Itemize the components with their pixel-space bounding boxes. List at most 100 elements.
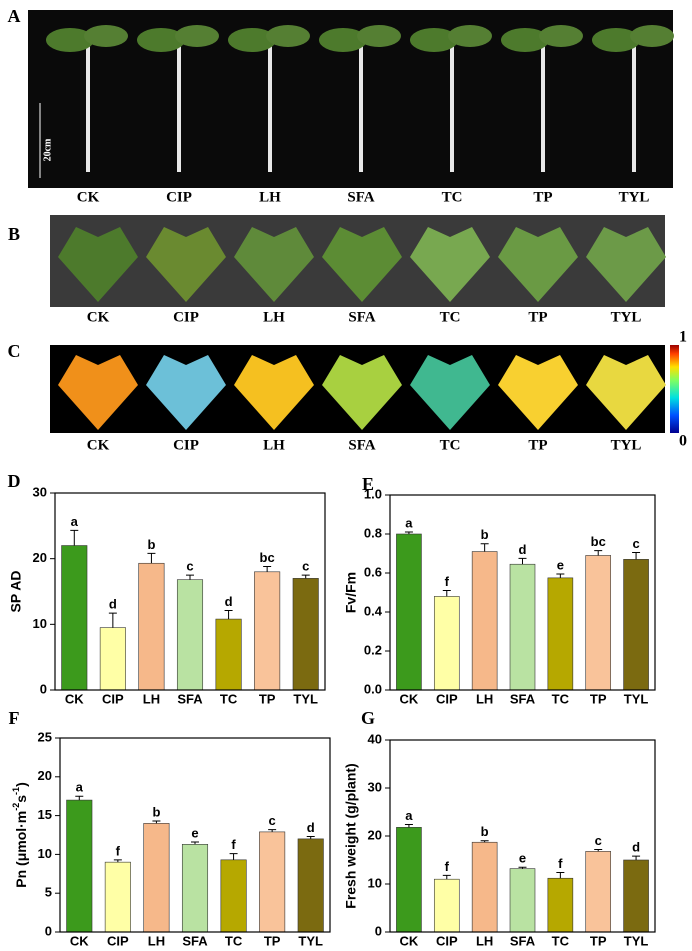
significance-label: d — [519, 542, 527, 557]
leaf — [58, 355, 138, 430]
leaf — [146, 355, 226, 430]
bar — [547, 877, 574, 933]
y-tick-label: 0.2 — [364, 642, 382, 657]
photo-label: LH — [263, 437, 285, 453]
significance-label: c — [269, 813, 276, 828]
photo-label: CK — [87, 309, 110, 325]
colorbar — [670, 345, 679, 433]
photo-label: SFA — [348, 309, 375, 325]
leaf — [498, 355, 578, 430]
error-bar — [113, 859, 122, 863]
leaf — [322, 355, 402, 430]
y-tick-label: 40 — [368, 731, 382, 746]
photo-label: TC — [440, 437, 461, 453]
y-axis-label-part: ) — [13, 782, 29, 787]
y-tick-label: 30 — [33, 484, 47, 499]
significance-label: c — [632, 536, 639, 551]
x-tick-label: TP — [259, 691, 276, 706]
y-axis-label: Fv/Fm — [343, 572, 359, 613]
photo-label: SFA — [347, 189, 374, 205]
photo-label: TYL — [611, 437, 642, 453]
bar — [66, 799, 93, 933]
leaf — [234, 227, 314, 302]
error-bar — [191, 841, 199, 845]
leaf — [539, 25, 583, 47]
x-tick-label: CIP — [107, 933, 129, 948]
leaf — [501, 28, 549, 52]
leaf — [630, 25, 674, 47]
bar — [254, 571, 281, 691]
error-bar — [518, 557, 527, 565]
error-bar — [480, 543, 489, 552]
bar — [396, 533, 422, 691]
bar — [585, 555, 612, 691]
leaf — [234, 355, 314, 430]
y-tick-label: 10 — [38, 846, 52, 861]
y-tick-label: 0 — [375, 923, 382, 938]
y-axis-label-part: s — [13, 795, 29, 803]
x-tick-label: CIP — [436, 691, 458, 706]
leaf — [448, 25, 492, 47]
panel-letter: A — [8, 6, 21, 26]
y-tick-label: 20 — [33, 550, 47, 565]
significance-label: a — [405, 808, 413, 823]
x-tick-label: LH — [476, 933, 493, 948]
x-tick-label: LH — [148, 933, 165, 948]
bar — [623, 559, 649, 691]
error-bar — [594, 550, 603, 556]
y-tick-label: 0 — [40, 681, 47, 696]
x-tick-label: TYL — [298, 933, 323, 948]
photo-label: TC — [440, 309, 461, 325]
x-tick-label: CK — [400, 691, 419, 706]
bar — [292, 578, 319, 691]
error-bar — [404, 531, 413, 534]
x-tick-label: TP — [590, 691, 607, 706]
leaf — [410, 227, 490, 302]
y-axis-label: Pn (μmol·m-2s-1) — [11, 782, 28, 888]
significance-label: c — [186, 559, 193, 574]
significance-label: c — [595, 833, 602, 848]
error-bar — [480, 840, 489, 843]
photo-label: CIP — [173, 309, 199, 325]
error-bar — [632, 552, 641, 560]
significance-label: b — [147, 537, 155, 552]
photo-label: SFA — [348, 437, 375, 453]
leaf — [228, 28, 276, 52]
leaf — [146, 227, 226, 302]
bar — [61, 545, 88, 691]
y-tick-label: 30 — [368, 779, 382, 794]
bar — [104, 861, 131, 933]
x-tick-label: TC — [552, 691, 570, 706]
error-bar — [263, 566, 272, 572]
y-tick-label: 0 — [45, 923, 52, 938]
bar — [547, 577, 574, 691]
error-bar — [301, 574, 310, 579]
error-bar — [70, 529, 79, 546]
bar — [220, 859, 247, 933]
photo-label: CK — [87, 437, 110, 453]
bar — [509, 563, 536, 691]
significance-label: f — [116, 843, 121, 858]
bar — [585, 851, 612, 933]
colorbar-max: 1 — [679, 329, 687, 346]
error-bar — [404, 823, 413, 828]
y-axis-label-part: -2 — [11, 803, 21, 811]
bar — [509, 868, 536, 933]
significance-label: f — [445, 574, 450, 589]
x-tick-label: CK — [65, 691, 84, 706]
plot-frame — [59, 737, 331, 933]
photo-label: TYL — [619, 189, 650, 205]
bar — [433, 596, 460, 691]
error-bar — [229, 853, 238, 860]
panel-letter: G — [361, 708, 375, 728]
y-tick-label: 25 — [38, 729, 52, 744]
x-tick-label: LH — [476, 691, 493, 706]
panel-letter: F — [9, 708, 20, 728]
error-bar — [518, 866, 527, 869]
bar — [181, 844, 209, 933]
y-tick-label: 10 — [368, 875, 382, 890]
y-tick-label: 0.4 — [364, 603, 383, 618]
x-tick-label: TC — [220, 691, 238, 706]
x-tick-label: TYL — [624, 691, 649, 706]
